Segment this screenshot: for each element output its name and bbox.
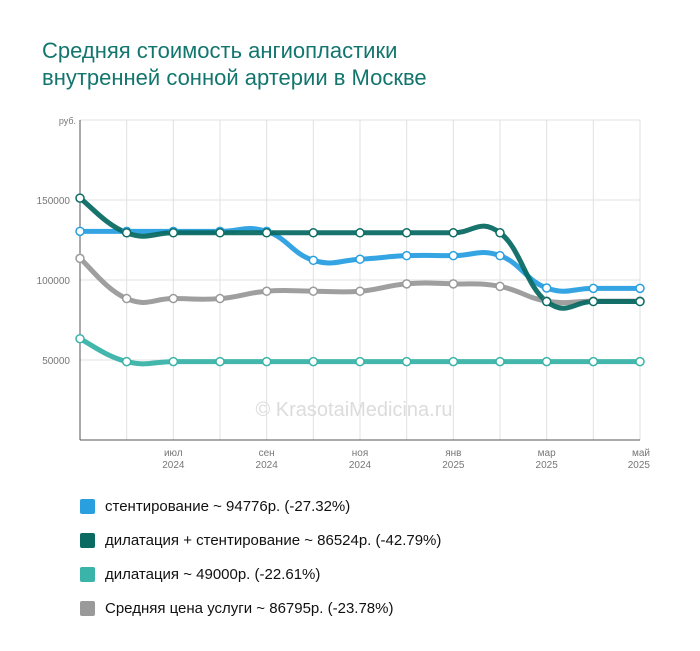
legend-swatch [80, 600, 95, 616]
legend-item[interactable]: стентирование ~ 94776р. (-27.32%) [80, 489, 441, 523]
x-tick-label-month: ноя [352, 448, 369, 459]
data-point [448, 228, 459, 238]
x-tick-label-month: июл [164, 448, 183, 459]
data-point [355, 356, 365, 367]
x-tick-label-month: мар [538, 448, 556, 459]
data-point [401, 250, 412, 261]
data-point [215, 293, 225, 304]
data-point [495, 228, 505, 238]
chart-title-line-1: Средняя стоимость ангиопластики [42, 38, 398, 63]
data-point [588, 283, 599, 294]
data-point [261, 286, 272, 296]
data-point [448, 250, 459, 261]
y-axis-unit-label: руб. [59, 116, 76, 126]
chart-points [75, 193, 645, 367]
data-point [261, 228, 272, 238]
x-tick-label-month: сен [259, 448, 275, 459]
data-point [448, 279, 459, 289]
x-tick-label-month: май [632, 448, 650, 459]
x-tick-label-year: 2024 [256, 460, 279, 471]
chart-grid [79, 119, 641, 440]
data-point [588, 356, 599, 367]
data-point [121, 293, 132, 304]
data-point [261, 356, 272, 367]
chart-title-line-2: внутренней сонной артерии в Москве [42, 65, 427, 90]
data-point [355, 254, 365, 264]
data-point [401, 228, 412, 238]
legend-label: Средняя цена услуги ~ 86795р. (-23.78%) [105, 599, 394, 617]
data-point [75, 226, 85, 237]
data-point [635, 356, 645, 367]
data-point [215, 356, 225, 367]
legend-label: дилатация ~ 49000р. (-22.61%) [105, 565, 321, 583]
data-point [495, 356, 505, 367]
x-tick-label-year: 2025 [442, 460, 465, 471]
x-tick-label-year: 2025 [628, 460, 651, 471]
data-point [401, 356, 412, 367]
data-point [635, 283, 645, 294]
legend-swatch [80, 566, 95, 582]
x-tick-label-year: 2024 [162, 460, 185, 471]
x-tick-label-year: 2025 [536, 460, 559, 471]
data-point [75, 193, 85, 203]
legend-item[interactable]: Средняя цена услуги ~ 86795р. (-23.78%) [80, 591, 441, 625]
watermark: © KrasotaiMedicina.ru [255, 399, 452, 421]
data-point [121, 228, 132, 238]
y-tick-label: 50000 [42, 356, 70, 367]
legend-swatch [80, 532, 95, 548]
chart-legend: стентирование ~ 94776р. (-27.32%) дилатац… [80, 489, 441, 625]
data-point [308, 228, 319, 238]
data-point [495, 281, 505, 292]
data-point [355, 228, 365, 238]
data-point [541, 356, 552, 367]
chart-axes: руб.50000100000150000июл2024сен2024ноя20… [37, 116, 651, 471]
y-tick-label: 150000 [37, 196, 71, 207]
data-point [308, 255, 319, 266]
data-point [121, 356, 132, 367]
data-point [588, 296, 599, 307]
legend-item[interactable]: дилатация ~ 49000р. (-22.61%) [80, 557, 441, 591]
data-point [168, 228, 179, 238]
data-point [495, 250, 505, 261]
data-point [75, 253, 85, 264]
data-point [401, 279, 412, 289]
legend-item[interactable]: дилатация + стентирование ~ 86524р. (-42… [80, 523, 441, 557]
data-point [308, 356, 319, 367]
x-tick-label-year: 2024 [349, 460, 372, 471]
data-point [308, 286, 319, 296]
data-point [541, 296, 552, 307]
data-point [168, 356, 179, 367]
data-point [75, 333, 85, 344]
x-tick-label-month: янв [445, 448, 461, 459]
data-point [215, 228, 225, 238]
data-point [448, 356, 459, 367]
data-point [541, 283, 552, 293]
data-point [635, 296, 645, 307]
legend-label: дилатация + стентирование ~ 86524р. (-42… [105, 531, 442, 549]
y-tick-label: 100000 [37, 276, 71, 287]
data-point [168, 293, 179, 304]
legend-label: стентирование ~ 94776р. (-27.32%) [105, 497, 351, 515]
legend-swatch [80, 498, 95, 514]
chart-title: Средняя стоимость ангиопластики внутренн… [42, 37, 682, 91]
data-point [355, 286, 365, 296]
